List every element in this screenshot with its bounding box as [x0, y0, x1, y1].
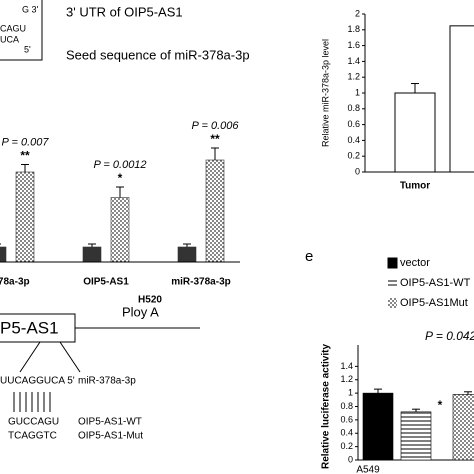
bar: [452, 394, 474, 461]
y-tick-label: 0.4: [347, 135, 360, 145]
p-value: P = 0.007: [2, 136, 50, 148]
legend-label: OIP5-AS1Mut: [400, 297, 468, 309]
y-tick-label: 0.8: [347, 103, 360, 113]
pairing-lines: [13, 392, 51, 412]
x-tick-label: Tumor: [400, 181, 430, 192]
star: *: [118, 171, 123, 185]
y-tick-label: 1.4: [340, 361, 353, 371]
bar: [110, 197, 130, 263]
bar: [177, 246, 197, 263]
legend-swatch: [387, 257, 398, 269]
legend-swatch: [388, 278, 397, 288]
seq-text: UCA: [0, 34, 19, 44]
polya-label: Ploy A: [122, 304, 159, 319]
star: **: [210, 132, 220, 146]
y-tick-label: 0.2: [340, 441, 353, 451]
mirna-seq: UUCAGGUCA 5': [0, 376, 75, 387]
y-tick-label: 0: [355, 166, 360, 176]
y-tick-label: 0: [348, 454, 353, 464]
y-tick-label: 0.6: [340, 414, 353, 424]
y-axis-label: Relative luciferase activity: [321, 344, 332, 470]
bar: [449, 25, 474, 173]
y-tick-label: 1.6: [347, 40, 360, 50]
mirna-name: miR-378a-3p: [78, 376, 136, 387]
bar: [0, 246, 7, 263]
y-tick-label: 1.2: [340, 374, 353, 384]
bar: [362, 392, 394, 461]
y-tick-label: 0.4: [340, 428, 353, 438]
y-tick-label: 0.8: [340, 401, 353, 411]
utr-label: 3' UTR of OIP5-AS1: [66, 4, 183, 19]
group-label: H520: [138, 295, 162, 306]
zoom-lines: [19, 341, 81, 373]
x-tick-label: 378a-3p: [0, 277, 30, 288]
p-value: P = 0.006: [192, 120, 240, 132]
legend-label: OIP5-AS1-WT: [400, 277, 471, 289]
gene-label: P5-AS1: [0, 318, 59, 337]
y-tick-label: 1.8: [347, 24, 360, 34]
bar: [400, 411, 432, 461]
y-tick-label: 0.2: [347, 151, 360, 161]
star: **: [20, 149, 30, 163]
p-value: P = 0.042: [425, 329, 474, 343]
y-tick-label: 1.2: [347, 72, 360, 82]
seq-text: CAGU: [0, 23, 26, 33]
y-tick-label: 2: [355, 8, 360, 18]
panel-label: e: [305, 248, 313, 265]
legend-label: vector: [400, 257, 430, 269]
wt-label: OIP5-AS1-WT: [78, 417, 142, 428]
wt-seq: GUCCAGU: [8, 417, 59, 428]
legend-swatch: [388, 298, 397, 308]
star: *: [438, 398, 443, 412]
x-tick-label: miR-378a-3p: [171, 277, 230, 288]
y-tick-label: 0.6: [347, 119, 360, 129]
y-tick-label: 1: [355, 87, 360, 97]
y-axis-label: Relative miR-378a-3p level: [320, 39, 330, 147]
mut-label: OIP5-AS1-Mut: [78, 431, 143, 442]
seq-text: G 3': [22, 4, 39, 14]
bar: [205, 159, 225, 263]
seq-box: [0, 0, 43, 61]
bar: [82, 246, 102, 263]
mut-seq: TCAGGTC: [8, 431, 57, 442]
seed-label: Seed sequence of miR-378a-3p: [66, 47, 250, 62]
bar: [15, 171, 35, 263]
x-tick-label: OIP5-AS1: [83, 277, 129, 288]
bar: [394, 92, 436, 173]
p-value: P = 0.0012: [93, 159, 146, 171]
y-tick-label: 1: [348, 388, 353, 398]
y-tick-label: 1.4: [347, 56, 360, 66]
x-tick-label: A549: [356, 465, 380, 474]
seq-text: 5': [24, 44, 31, 54]
